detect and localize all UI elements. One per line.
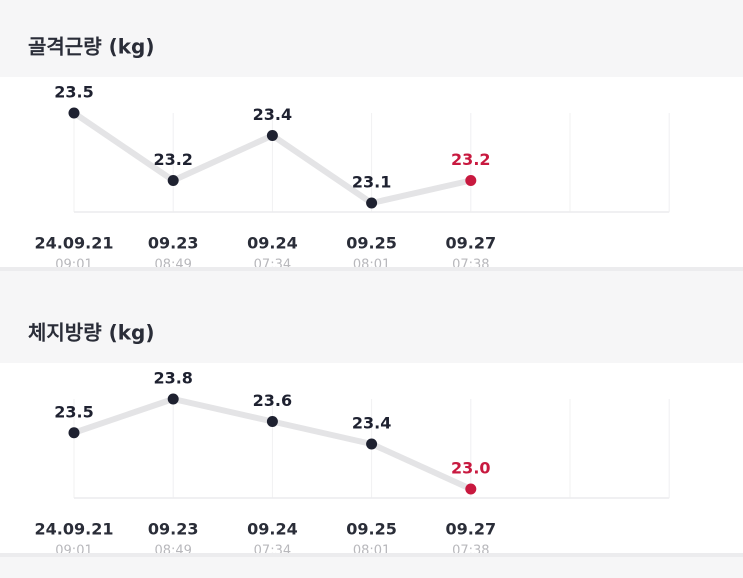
value-label: 23.6 bbox=[253, 391, 292, 410]
value-label: 23.4 bbox=[253, 105, 292, 124]
time-label: 07:34 bbox=[254, 544, 291, 559]
data-point bbox=[366, 197, 378, 209]
time-label: 08:01 bbox=[353, 544, 390, 559]
time-label: 07:38 bbox=[452, 544, 489, 559]
value-label: 23.2 bbox=[451, 150, 490, 169]
date-label: 09.24 bbox=[247, 520, 298, 539]
date-label: 09.25 bbox=[346, 234, 397, 253]
value-label: 23.2 bbox=[153, 150, 192, 169]
value-label: 23.5 bbox=[54, 83, 93, 102]
data-point bbox=[266, 416, 278, 427]
time-label: 09:01 bbox=[55, 544, 92, 559]
time-label: 07:34 bbox=[254, 258, 291, 273]
value-label: 23.4 bbox=[352, 414, 391, 433]
date-label: 09.23 bbox=[148, 234, 199, 253]
data-point bbox=[266, 130, 278, 141]
data-point bbox=[366, 438, 378, 450]
date-label: 09.27 bbox=[445, 520, 496, 539]
time-label: 08:49 bbox=[154, 544, 191, 559]
date-label: 09.23 bbox=[148, 520, 199, 539]
time-label: 07:38 bbox=[452, 258, 489, 273]
date-label: 24.09.21 bbox=[35, 234, 114, 253]
date-label: 24.09.21 bbox=[35, 520, 114, 539]
panel-shadow bbox=[0, 553, 743, 557]
chart-area: 23.5 24.09.21 09:01 23.8 09.23 08:49 23.6 09.24… bbox=[35, 369, 670, 559]
data-point bbox=[167, 175, 179, 186]
data-point bbox=[465, 483, 477, 495]
data-point bbox=[167, 393, 179, 405]
value-label: 23.1 bbox=[352, 173, 391, 192]
value-label: 23.5 bbox=[54, 402, 93, 421]
chart-area: 23.5 24.09.21 09:01 23.2 09.23 08:49 23.4 09.24… bbox=[35, 83, 670, 273]
date-label: 09.24 bbox=[247, 234, 298, 253]
value-label: 23.8 bbox=[153, 369, 192, 388]
date-label: 09.25 bbox=[346, 520, 397, 539]
data-point bbox=[68, 107, 80, 119]
panel-shadow bbox=[0, 267, 743, 271]
time-label: 09:01 bbox=[55, 258, 92, 273]
time-label: 08:01 bbox=[353, 258, 390, 273]
chart-title: 골격근량 (kg) bbox=[28, 35, 154, 59]
date-label: 09.27 bbox=[445, 234, 496, 253]
chart-title: 체지방량 (kg) bbox=[28, 321, 154, 345]
data-point bbox=[465, 175, 477, 186]
time-label: 08:49 bbox=[154, 258, 191, 273]
value-label: 23.0 bbox=[451, 459, 490, 478]
data-point bbox=[68, 427, 80, 439]
